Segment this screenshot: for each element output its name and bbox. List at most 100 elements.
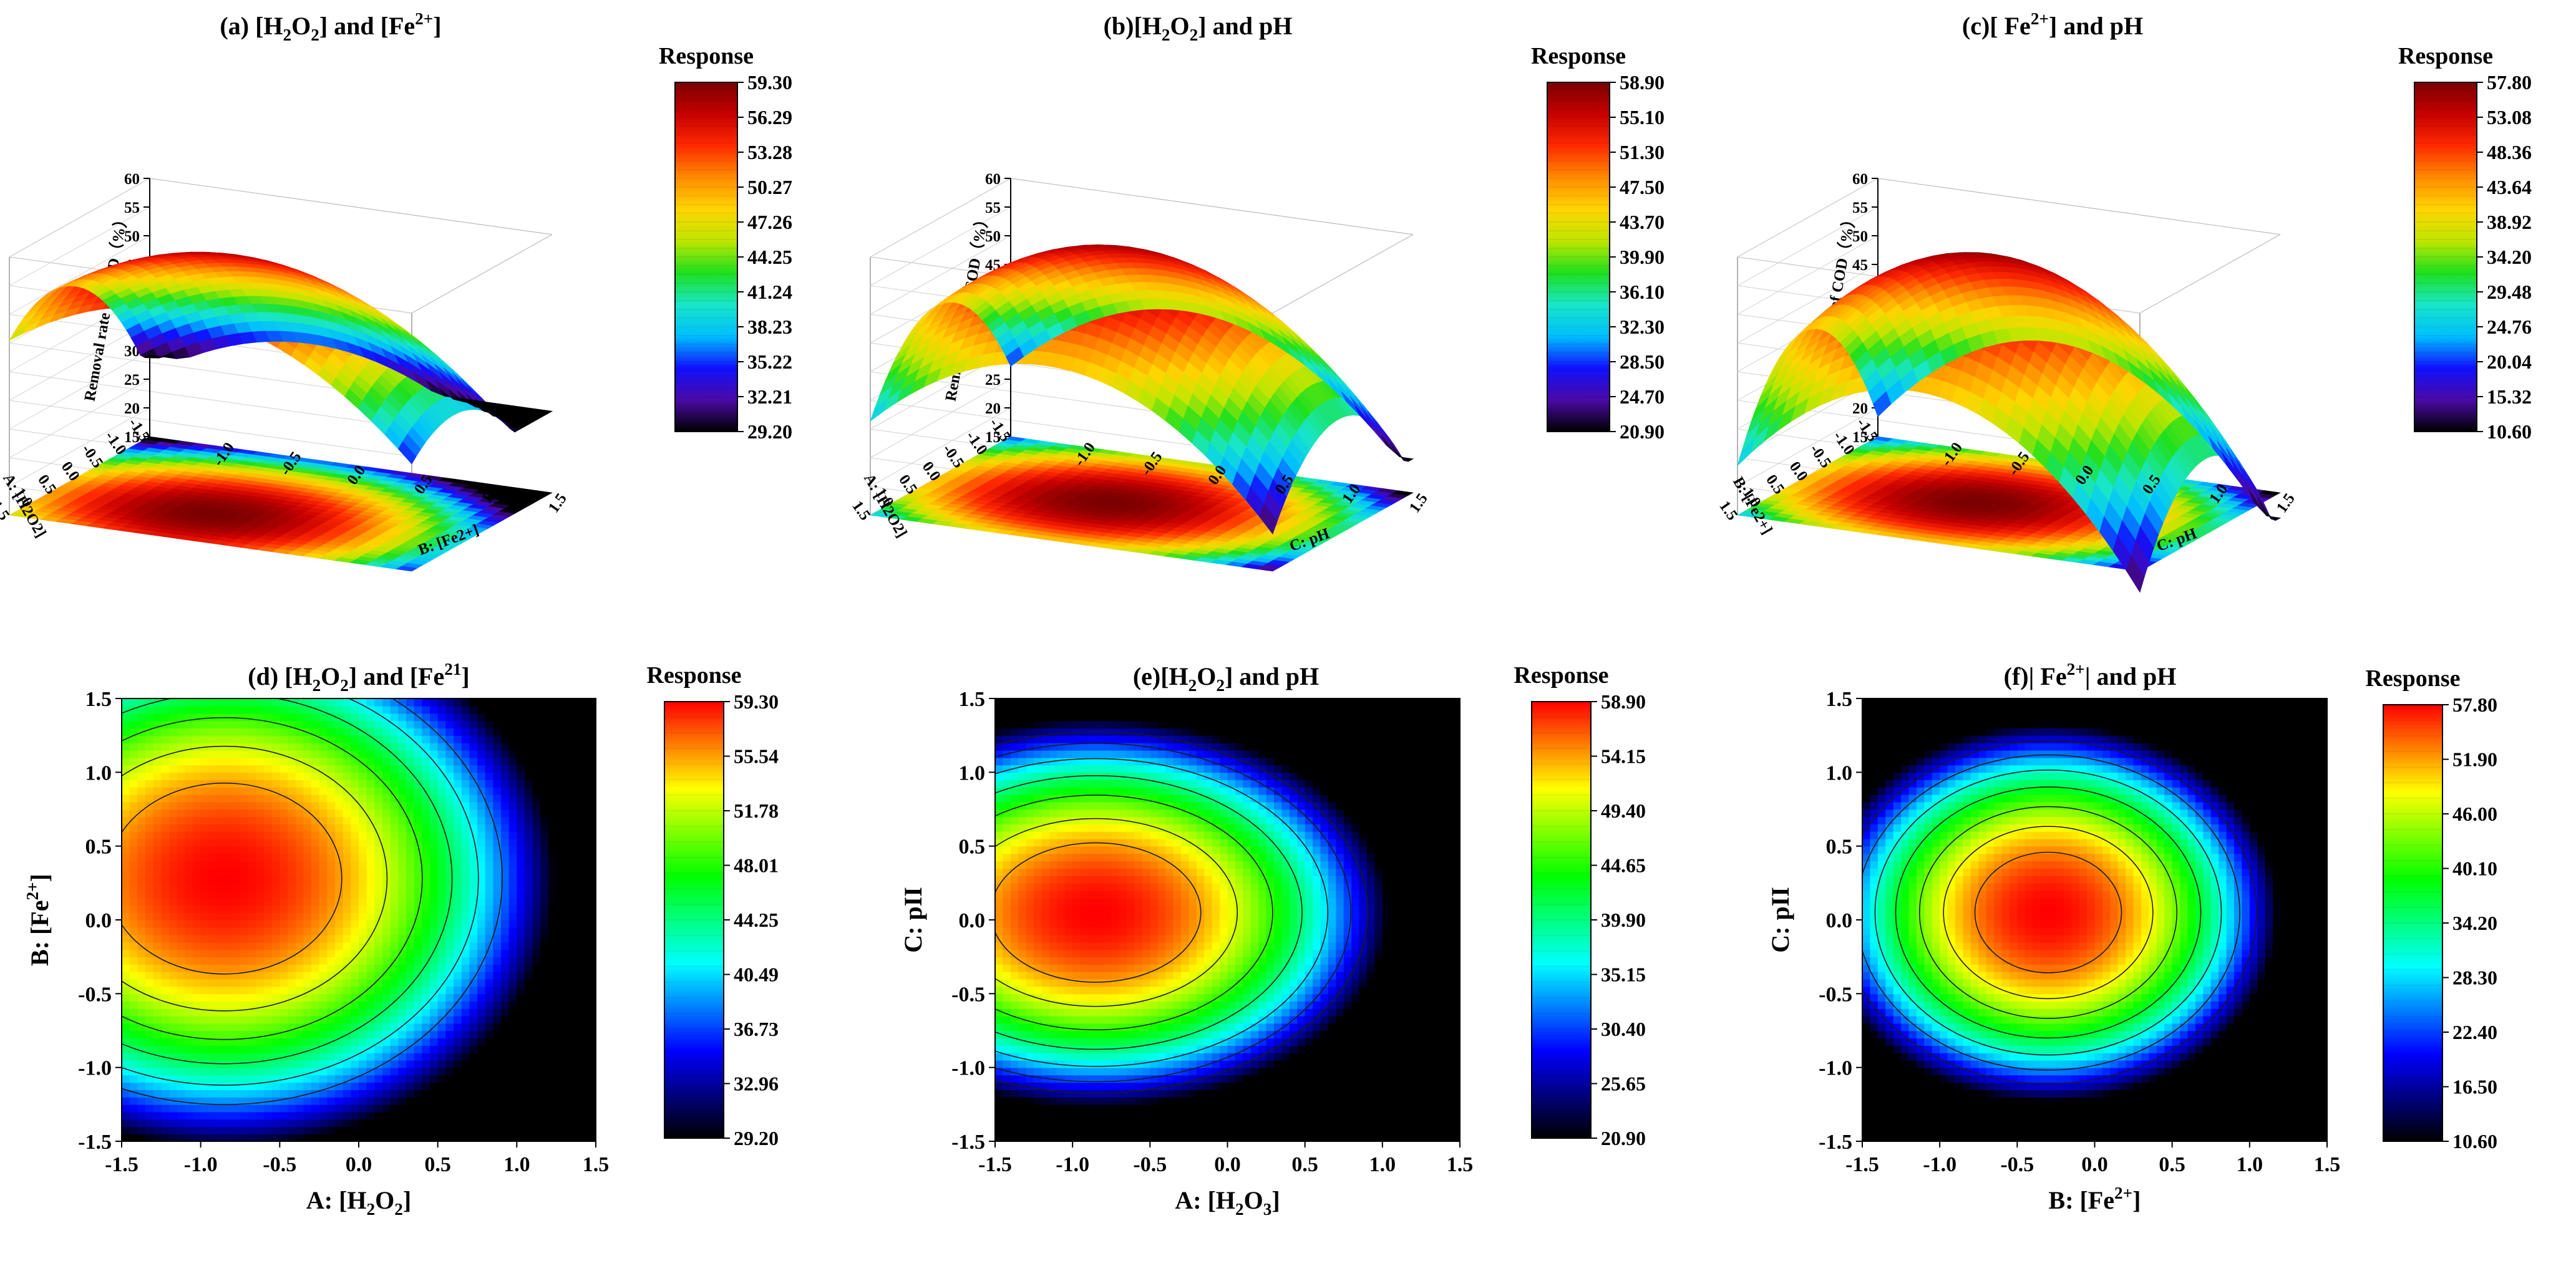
colorbar-label: 10.60 — [2452, 1130, 2497, 1152]
colorbar-label: 41.24 — [747, 281, 792, 303]
colorbar-label: 58.90 — [1601, 690, 1646, 713]
colorbar-title: Response — [646, 662, 741, 689]
colorbar-label: 29.20 — [747, 420, 792, 443]
colorbar-title: Response — [659, 43, 754, 69]
colorbar-label: 39.90 — [1620, 246, 1665, 268]
contour-line — [122, 782, 343, 975]
colorbar-label: 36.73 — [734, 1018, 779, 1040]
contour-line — [995, 731, 1369, 1094]
colorbar-title: Response — [1514, 662, 1608, 689]
y-tick-label: 1.0 — [1826, 761, 1853, 785]
x-tick-label: 0.0 — [1214, 1153, 1241, 1176]
colorbar-label: 50.27 — [747, 176, 792, 198]
colorbar-label: 28.30 — [2452, 967, 2497, 989]
x-tick-label: -1.0 — [184, 1153, 218, 1176]
z-tick-label: 25 — [124, 372, 140, 389]
y-tick-label: 1.0 — [85, 761, 112, 785]
y-tick-label: 1.5 — [1826, 688, 1853, 711]
contour-line — [995, 842, 1202, 983]
contour-line — [995, 775, 1303, 1050]
colorbar-gradient — [664, 701, 724, 1139]
colorbar-label: 44.25 — [747, 246, 792, 268]
x-tick-label: 0.5 — [2159, 1153, 2185, 1176]
contour-lines — [1862, 740, 2257, 1085]
colorbar-label: 57.80 — [2452, 693, 2497, 716]
colorbar-label: 59.30 — [734, 690, 779, 713]
colorbar-label: 29.20 — [734, 1127, 779, 1149]
x-tick-label: -1.0 — [1923, 1153, 1956, 1176]
colorbar-label: 46.00 — [2452, 803, 2497, 825]
colorbar-label: 40.49 — [734, 964, 779, 986]
panel-f-contour: (f)| Fe2+| and pH -1.5 -1.0 -0.5 0.0 0.5 1.0 1.… — [1766, 660, 2497, 1214]
x-tick-label: 0.5 — [1291, 1153, 1318, 1176]
z-tick-label: 60 — [1852, 171, 1868, 188]
panel-c-surface: (c)[ Fe2+] and pH60555045403530252015Rem… — [1716, 9, 2532, 593]
contour-line — [1943, 826, 2154, 1000]
x-tick-label: 1.0 — [503, 1153, 530, 1176]
colorbar-label: 44.25 — [734, 909, 779, 931]
contour-lines — [122, 698, 503, 1105]
colorbar-label: 43.70 — [1620, 211, 1665, 233]
contour-line — [995, 818, 1238, 1007]
colorbar-label: 20.90 — [1601, 1127, 1646, 1149]
colorbar-gradient — [1531, 701, 1592, 1139]
panel-e-contour: (e)[H2O2] and pH -1.5 -1.0 -0.5 0.0 0.5 1.0 1.5… — [899, 662, 1646, 1219]
y-axis-label: B: [Fe2+] — [23, 874, 54, 966]
panel-a-surface: (a) [H2O2] and [Fe2+]6055504540353025201… — [0, 9, 792, 572]
x-tick-label: 0.0 — [2081, 1153, 2108, 1176]
colorbar-label: 16.50 — [2452, 1076, 2497, 1098]
z-tick-label: 50 — [1852, 228, 1868, 245]
y-tick-label: 0.0 — [1826, 909, 1853, 932]
x-tick-label: -1.0 — [1056, 1153, 1089, 1176]
colorbar-label: 32.21 — [747, 385, 792, 408]
x-tick-label: -0.5 — [2000, 1153, 2034, 1176]
y-tick-label: 0.0 — [959, 909, 986, 932]
x-tick-label: -0.5 — [1133, 1153, 1167, 1176]
colorbar-label: 55.10 — [1620, 106, 1665, 128]
z-tick-label: 20 — [124, 400, 140, 417]
contour-line — [995, 758, 1328, 1067]
colorbar-label: 25.65 — [1601, 1073, 1646, 1095]
contour-line — [1974, 851, 2122, 974]
colorbar-label: 39.90 — [1601, 909, 1646, 931]
panel-title: (a) [H2O2] and [Fe2+] — [220, 9, 441, 44]
x-axis-label: A: [H2O2] — [306, 1186, 411, 1219]
x-tick-label: 1.0 — [2237, 1153, 2263, 1176]
contour-line — [1918, 806, 2178, 1019]
colorbar-label: 35.22 — [747, 350, 792, 373]
x-tick-label: 1.5 — [2314, 1153, 2341, 1176]
y-axis-label: C: pII — [1766, 887, 1794, 953]
z-tick-label: 45 — [1852, 257, 1868, 274]
y-tick-label: 1.5 — [848, 498, 873, 523]
z-tick-label: 15 — [124, 429, 140, 446]
contour-line — [1895, 786, 2202, 1039]
colorbar-label: 59.30 — [747, 71, 792, 94]
colorbar-label: 38.92 — [2487, 211, 2532, 233]
contour-line — [122, 698, 453, 1065]
colorbar-label: 58.90 — [1620, 71, 1665, 94]
y-tick-label: 1.5 — [959, 688, 986, 711]
colorbar-label: 51.90 — [2452, 748, 2497, 771]
colorbar-label: 34.20 — [2487, 246, 2532, 268]
x-tick-label: 0.5 — [424, 1153, 451, 1176]
colorbar-label: 15.32 — [2487, 385, 2532, 408]
colorbar-label: 29.48 — [2487, 281, 2532, 303]
colorbar-label: 32.96 — [734, 1073, 779, 1095]
colorbar-label: 47.26 — [747, 211, 792, 233]
y-tick-label: 0.0 — [85, 909, 112, 932]
colorbar-label: 53.08 — [2487, 106, 2532, 128]
z-tick-label: 50 — [124, 228, 140, 245]
colorbar-label: 32.30 — [1620, 316, 1665, 338]
panel-d-contour: (d) [H2O2] and [Fe21] -1.5 -1.0 -0.5 0.0 0.5 1… — [23, 660, 779, 1219]
colorbar-label: 30.40 — [1601, 1018, 1646, 1040]
panel-b-surface: (b)[H2O2] and pH60555045403530252015Remo… — [848, 12, 1665, 572]
y-tick-label: -0.5 — [1819, 983, 1852, 1006]
colorbar-label: 40.10 — [2452, 858, 2497, 880]
y-tick-label: 1.5 — [0, 498, 12, 523]
contour-fill — [122, 698, 596, 1141]
colorbar-label: 36.10 — [1620, 281, 1665, 303]
colorbar-title: Response — [2365, 665, 2460, 692]
surface-mesh — [8, 251, 553, 465]
colorbar-label: 24.76 — [2487, 316, 2532, 338]
